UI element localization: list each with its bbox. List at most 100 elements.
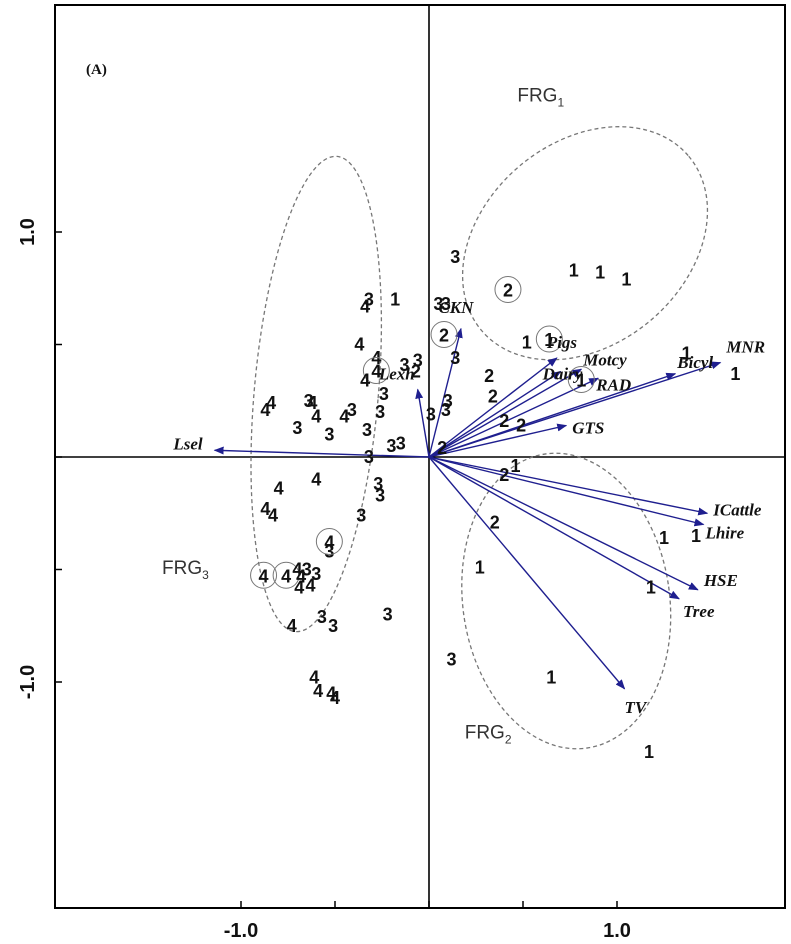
- sample-point: 3: [386, 436, 396, 456]
- vector-label: RAD: [595, 375, 631, 394]
- biplot-vectors: [213, 327, 722, 690]
- sample-point: 3: [317, 607, 327, 627]
- group-ellipse: [461, 126, 709, 361]
- sample-point: 4: [360, 371, 370, 391]
- vector-arrow: [428, 368, 583, 458]
- group-label: FRG1: [517, 86, 564, 110]
- sample-point: 4: [260, 499, 270, 519]
- sample-point: 4: [260, 400, 270, 420]
- sample-point: 1: [576, 371, 586, 391]
- point-highlight-circle: [315, 528, 343, 555]
- point-highlight-circle: [494, 276, 522, 303]
- sample-point: 1: [546, 668, 556, 688]
- sample-point: 3: [383, 605, 393, 625]
- sample-point: 1: [691, 526, 701, 546]
- vector-label: Lhire: [704, 524, 744, 543]
- vector-label: Lexh: [378, 365, 415, 384]
- sample-point: 2: [439, 326, 449, 346]
- sample-point: 4: [326, 683, 336, 703]
- vector-label: CKN: [438, 298, 474, 317]
- y-tick-label: 1.0: [17, 218, 39, 246]
- sample-point: 3: [400, 355, 410, 375]
- sample-point: 1: [390, 290, 400, 310]
- group-ellipse: [461, 452, 672, 750]
- sample-point: 4: [330, 688, 340, 708]
- vector-arrow: [428, 456, 705, 527]
- sample-point: 1: [659, 528, 669, 548]
- sample-point: 1: [595, 263, 605, 283]
- sample-point: 1: [621, 269, 631, 289]
- sample-point: 3: [450, 348, 460, 368]
- chart-labels: -1.0 1.0 1.0 -1.0 (A) FRG1 FRG2 FRG3 CKN Pigs Dair…: [17, 62, 765, 942]
- sample-point: 3: [441, 400, 451, 420]
- sample-point: 4: [287, 616, 297, 636]
- vector-arrow: [428, 456, 626, 690]
- vector-arrow: [428, 377, 600, 458]
- sample-point: 2: [411, 362, 421, 382]
- sample-point: 1: [510, 456, 520, 476]
- sample-point: 4: [307, 393, 317, 413]
- sample-point: 4: [259, 566, 269, 586]
- sample-point: 4: [296, 566, 306, 586]
- y-tick-label: -1.0: [17, 665, 39, 699]
- vector-arrow: [213, 446, 430, 458]
- sample-point: 1: [682, 344, 692, 364]
- sample-point: 3: [375, 485, 385, 505]
- vector-arrow: [428, 456, 699, 591]
- sample-point: 1: [522, 332, 532, 352]
- sample-point: 2: [499, 411, 509, 431]
- vector-arrow: [428, 370, 562, 458]
- sample-point: 3: [373, 474, 383, 494]
- sample-point: 3: [292, 418, 302, 438]
- vector-arrow: [428, 456, 709, 516]
- sample-point: 4: [274, 479, 284, 499]
- sample-point: 2: [437, 438, 447, 458]
- vector-label: Motcy: [582, 350, 627, 369]
- point-highlight-circle: [567, 366, 595, 393]
- vector-label: Dairy: [542, 365, 583, 384]
- sample-point: 3: [443, 391, 453, 411]
- sample-point: 4: [339, 407, 349, 427]
- vector-label: MNR: [725, 338, 765, 357]
- sample-point: 4: [313, 681, 323, 701]
- point-highlight-circle: [362, 357, 390, 384]
- sample-point: 3: [396, 434, 406, 454]
- sample-point: 3: [441, 294, 451, 314]
- vector-label: Bicyl: [676, 353, 713, 372]
- sample-point: 2: [516, 416, 526, 436]
- sample-point: 1: [646, 578, 656, 598]
- sample-point: 3: [426, 404, 436, 424]
- sample-point: 1: [475, 557, 485, 577]
- sample-point: 3: [364, 290, 374, 310]
- sample-point: 4: [371, 362, 381, 382]
- panel-label: (A): [86, 62, 107, 78]
- vector-arrow: [415, 388, 430, 458]
- vector-arrow: [428, 357, 558, 458]
- vector-label: Tree: [683, 602, 715, 621]
- point-highlight-circle: [250, 561, 278, 589]
- sample-point: 3: [304, 391, 314, 411]
- group-ellipse: [250, 155, 383, 633]
- sample-point: 3: [450, 247, 460, 267]
- vector-arrow: [428, 361, 722, 458]
- sample-point: 2: [484, 366, 494, 386]
- sample-point: 4: [268, 506, 278, 526]
- vector-label: Pigs: [546, 333, 578, 352]
- sample-point: 1: [569, 260, 579, 280]
- sample-point: 3: [447, 650, 457, 670]
- sample-point: 2: [490, 512, 500, 532]
- sample-point: 4: [309, 668, 319, 688]
- vector-label: ICattle: [712, 500, 762, 519]
- sample-point: 4: [306, 575, 316, 595]
- sample-point: 3: [324, 542, 334, 562]
- sample-point: 3: [375, 402, 385, 422]
- x-tick-label: -1.0: [224, 920, 258, 942]
- group-label: FRG3: [162, 558, 209, 582]
- sample-point: 4: [311, 470, 321, 490]
- point-highlight-circle: [272, 561, 300, 589]
- sample-point: 3: [413, 350, 423, 370]
- sample-point: 4: [266, 393, 276, 413]
- sample-point: 4: [311, 407, 321, 427]
- sample-point: 1: [730, 364, 740, 384]
